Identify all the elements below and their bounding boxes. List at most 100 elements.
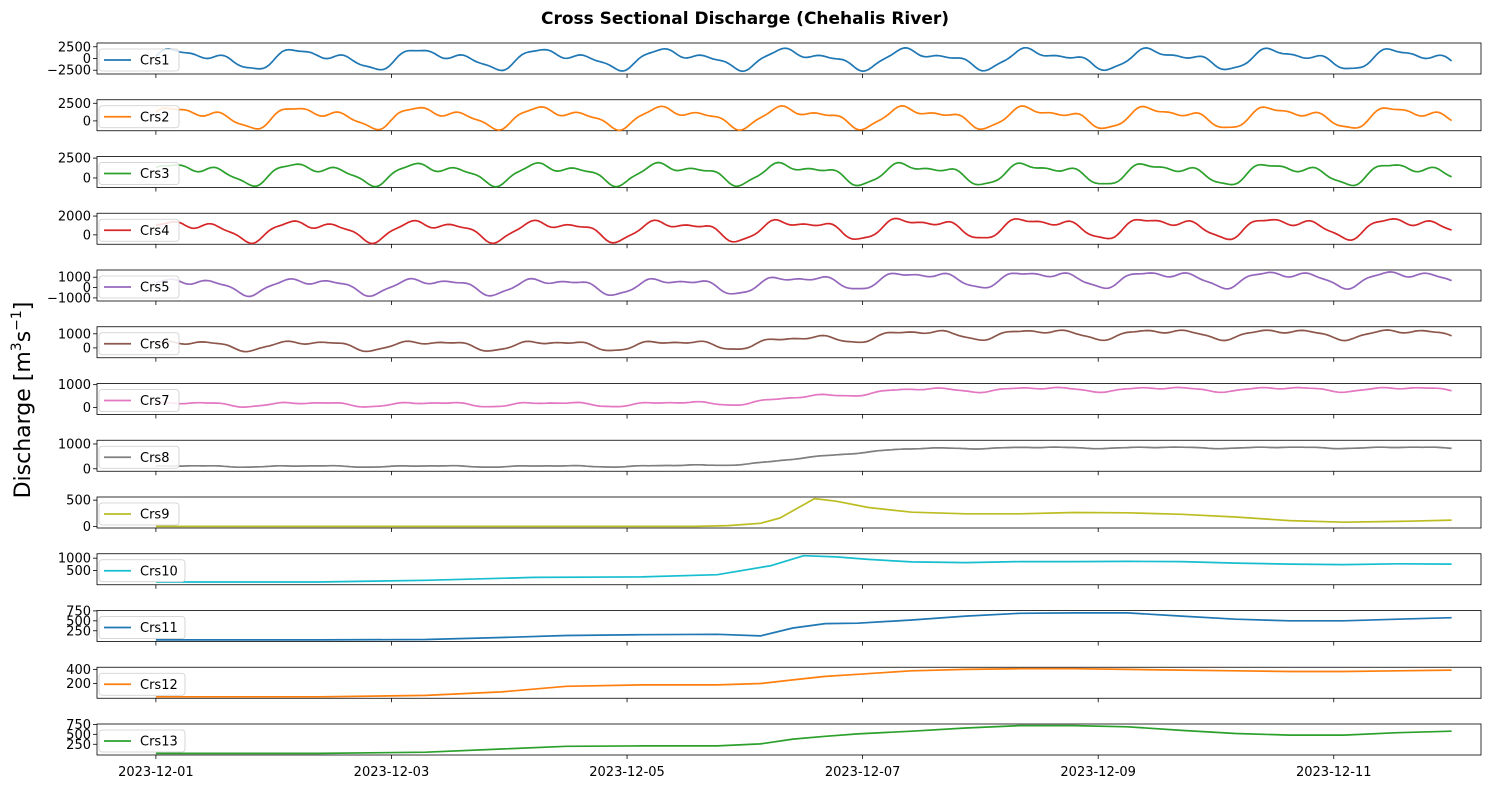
x-tick-label: 2023-12-09	[1060, 765, 1136, 780]
legend-label: Crs2	[140, 110, 169, 125]
legend-crs7: Crs7	[98, 389, 180, 412]
legend-crs6: Crs6	[98, 332, 180, 356]
legend-box	[98, 218, 180, 242]
y-axis-label: Discharge [m3s−1]	[9, 302, 36, 499]
y-tick-label: 0	[83, 401, 91, 416]
series-line-crs6	[155, 329, 1452, 353]
series-line-crs8	[155, 446, 1452, 469]
legend-box	[98, 48, 180, 72]
y-tick-label: 0	[83, 462, 91, 477]
y-tick-label: 0	[83, 520, 91, 535]
legend-box	[98, 729, 186, 753]
legend-box	[98, 616, 186, 639]
legend-label: Crs12	[140, 678, 178, 693]
chart-title: Cross Sectional Discharge (Chehalis Rive…	[541, 9, 949, 29]
legend-label: Crs11	[140, 621, 178, 636]
legend-label: Crs10	[140, 564, 178, 579]
panel-frame	[96, 496, 1482, 529]
y-axis-label-end: ]	[11, 302, 36, 311]
legend-crs3: Crs3	[98, 162, 180, 185]
legend-label: Crs1	[140, 54, 169, 69]
series-line-crs12	[155, 667, 1452, 698]
series-line-crs1	[155, 46, 1453, 73]
x-tick-label: 2023-12-05	[589, 765, 665, 780]
y-tick-label: 2500	[58, 97, 91, 112]
series-line-crs2	[155, 105, 1453, 132]
legend-box	[98, 105, 180, 129]
x-tick-label: 2023-12-07	[825, 765, 901, 780]
y-tick-label: 1000	[58, 437, 91, 452]
legend-box	[98, 445, 180, 469]
legend-box	[98, 275, 180, 299]
legend-box	[98, 502, 180, 526]
legend-box	[98, 672, 186, 696]
y-axis-label-mid: s	[11, 331, 36, 342]
series-line-crs10	[155, 554, 1452, 583]
panel-crs2: 2500 0 Crs2	[58, 97, 1482, 135]
panel-frame	[96, 610, 1482, 642]
y-tick-label: 200	[66, 677, 91, 692]
panel-crs4: 2000 0 Crs4	[58, 210, 1482, 249]
legend-crs1: Crs1	[98, 48, 180, 72]
legend-crs10: Crs10	[98, 559, 186, 583]
legend-crs11: Crs11	[98, 616, 186, 639]
panel-frame	[96, 42, 1482, 75]
y-tick-label: 250	[66, 624, 91, 639]
y-tick-label: 250	[66, 738, 91, 753]
panel-frame	[96, 156, 1482, 188]
y-axis-label-sup2: −1	[9, 310, 25, 331]
legend-label: Crs9	[140, 508, 169, 523]
series-line-crs4	[155, 217, 1452, 245]
y-tick-label: −2500	[47, 64, 91, 79]
y-tick-label: 0	[83, 52, 91, 67]
y-tick-label: 500	[66, 614, 91, 629]
panel-frame	[96, 383, 1482, 415]
legend-label: Crs8	[140, 451, 169, 466]
y-tick-label: 750	[66, 604, 91, 619]
legend-crs13: Crs13	[98, 729, 186, 753]
y-tick-label: 1000	[58, 327, 91, 342]
panel-frame	[96, 553, 1482, 586]
x-tick-label: 2023-12-03	[354, 765, 430, 780]
legend-label: Crs13	[140, 735, 178, 750]
y-tick-label: 400	[66, 663, 91, 678]
legend-box	[98, 332, 180, 356]
legend-crs8: Crs8	[98, 445, 180, 469]
series-line-crs9	[155, 497, 1452, 528]
y-tick-label: 2500	[58, 40, 91, 55]
legend-box	[98, 162, 180, 185]
panel-crs9: 500 0 Crs9	[66, 494, 1482, 535]
series-line-crs5	[155, 271, 1452, 298]
legend-crs5: Crs5	[98, 275, 180, 299]
y-tick-label: 750	[66, 718, 91, 733]
legend-box	[98, 559, 186, 583]
panel-frame	[96, 212, 1482, 245]
x-tick-label: 2023-12-11	[1296, 765, 1372, 780]
y-tick-label: 0	[83, 228, 91, 243]
legend-label: Crs5	[140, 281, 169, 296]
series-line-crs13	[155, 724, 1452, 755]
legend-label: Crs3	[140, 167, 169, 182]
legend-box	[98, 389, 180, 412]
legend-crs9: Crs9	[98, 502, 180, 526]
series-line-crs7	[155, 386, 1452, 408]
y-axis-label-base: Discharge [m	[11, 351, 36, 498]
y-tick-label: 0	[83, 281, 91, 296]
y-axis-label-sup1: 3	[9, 342, 25, 351]
series-line-crs3	[155, 161, 1452, 188]
y-tick-label: 1000	[58, 378, 91, 393]
y-tick-label: 1000	[58, 552, 91, 567]
y-tick-label: 2500	[58, 152, 91, 167]
y-tick-label: 0	[83, 341, 91, 356]
legend-label: Crs7	[140, 394, 169, 409]
y-tick-label: 2000	[58, 210, 91, 225]
legend-label: Crs6	[140, 337, 169, 352]
y-tick-label: 500	[66, 564, 91, 579]
